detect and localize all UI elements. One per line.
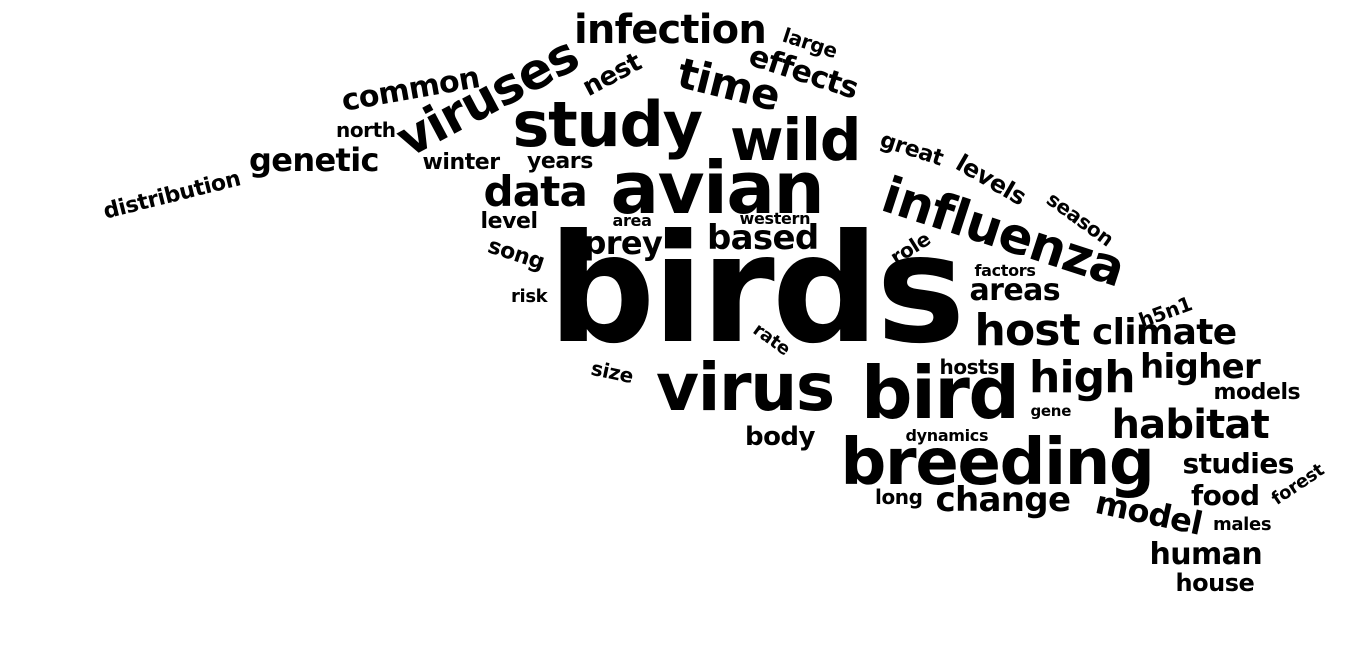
word-change: change	[935, 480, 1072, 520]
word-hosts: hosts	[939, 355, 1000, 379]
word-studies: studies	[1182, 447, 1295, 480]
word-study: study	[512, 88, 704, 161]
word-risk: risk	[511, 286, 548, 307]
word-gene: gene	[1030, 401, 1072, 420]
word-human: human	[1149, 537, 1263, 572]
word-song: song	[484, 233, 548, 276]
word-western: western	[739, 209, 811, 228]
word-bird: bird	[861, 351, 1020, 435]
word-winter: winter	[422, 150, 501, 175]
word-males: males	[1213, 514, 1272, 535]
word-wild: wild	[730, 106, 861, 174]
word-climate: climate	[1092, 312, 1237, 353]
word-distribution: distribution	[100, 166, 244, 225]
word-models: models	[1213, 380, 1301, 405]
word-model: model	[1092, 483, 1206, 543]
word-areas: areas	[969, 273, 1061, 308]
word-level: level	[480, 209, 539, 234]
word-data: data	[483, 167, 588, 216]
word-years: years	[527, 149, 593, 174]
word-birds: birds	[548, 203, 965, 377]
word-breeding: breeding	[840, 426, 1155, 500]
word-higher: higher	[1140, 347, 1261, 387]
word-host: host	[974, 305, 1081, 356]
word-based: based	[707, 218, 819, 258]
word-habitat: habitat	[1111, 402, 1270, 448]
word-high: high	[1029, 352, 1136, 403]
word-food: food	[1191, 479, 1260, 512]
word-long: long	[875, 485, 923, 509]
word-avian: avian	[610, 146, 825, 230]
word-dynamics: dynamics	[905, 426, 989, 445]
word-infection: infection	[574, 7, 767, 53]
word-house: house	[1175, 569, 1255, 597]
word-genetic: genetic	[249, 141, 379, 179]
word-north: north	[336, 118, 396, 142]
word-great: great	[876, 127, 946, 172]
word-body: body	[745, 422, 815, 452]
word-virus: virus	[656, 349, 835, 426]
word-factors: factors	[974, 261, 1036, 280]
word-prey: prey	[583, 224, 663, 262]
word-area: area	[612, 211, 652, 230]
